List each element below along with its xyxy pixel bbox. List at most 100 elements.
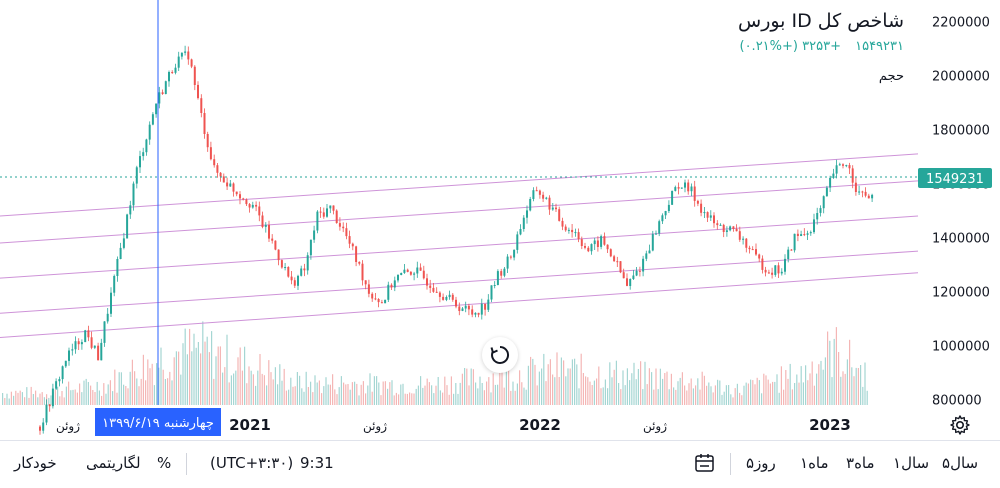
candle bbox=[848, 162, 851, 174]
candle bbox=[619, 261, 622, 274]
candle bbox=[677, 182, 680, 195]
volume-bar bbox=[730, 394, 732, 405]
candle bbox=[442, 293, 445, 301]
range-5d-button[interactable]: ۵روز bbox=[746, 454, 776, 472]
volume-bar bbox=[761, 393, 763, 405]
range-1m-button[interactable]: ۱ماه bbox=[800, 454, 829, 472]
volume-bar bbox=[138, 386, 140, 405]
volume-bar bbox=[596, 378, 598, 405]
volume-bar bbox=[736, 383, 738, 405]
price-chart[interactable]: 8000001000000120000014000001600000180000… bbox=[0, 0, 1000, 440]
volume-bar bbox=[842, 371, 844, 405]
volume-bar bbox=[692, 388, 694, 405]
candle bbox=[474, 312, 477, 318]
candle bbox=[742, 236, 745, 245]
candle bbox=[667, 200, 670, 213]
volume-bar bbox=[10, 391, 12, 405]
volume-bar bbox=[475, 382, 477, 405]
candle bbox=[455, 296, 457, 309]
volume-bar bbox=[336, 394, 338, 405]
volume-bar bbox=[703, 375, 705, 405]
volume-bar bbox=[197, 342, 199, 405]
volume-bar bbox=[105, 393, 107, 405]
candle bbox=[329, 205, 332, 214]
volume-bar bbox=[131, 359, 133, 405]
volume-bar bbox=[510, 390, 512, 405]
candle bbox=[380, 299, 383, 304]
candle bbox=[142, 147, 145, 161]
candle bbox=[816, 207, 819, 225]
volume-bar bbox=[151, 363, 153, 405]
candle bbox=[206, 131, 209, 152]
volume-bar bbox=[516, 383, 518, 405]
volume-bar bbox=[365, 393, 367, 405]
volume-bar bbox=[609, 362, 611, 405]
percent-scale-button[interactable]: % bbox=[157, 454, 172, 472]
candle bbox=[832, 168, 835, 179]
candle bbox=[658, 219, 661, 237]
volume-bar bbox=[593, 380, 595, 405]
volume-bar bbox=[578, 388, 580, 405]
volume-bar bbox=[340, 376, 342, 405]
volume-bar bbox=[675, 389, 677, 405]
volume-bar bbox=[15, 390, 17, 405]
date-range-button[interactable] bbox=[694, 452, 716, 478]
volume-bar bbox=[318, 380, 320, 405]
volume-bar bbox=[233, 373, 235, 405]
volume-bar bbox=[754, 384, 756, 405]
volume-bar bbox=[200, 353, 202, 405]
volume-bars bbox=[2, 321, 868, 405]
candle bbox=[355, 245, 358, 267]
candle bbox=[629, 278, 632, 290]
auto-scale-button[interactable]: خودکار bbox=[14, 454, 57, 472]
candle bbox=[51, 383, 54, 409]
volume-bar bbox=[461, 373, 463, 405]
volume-bar bbox=[490, 392, 492, 405]
volume-bar bbox=[774, 381, 776, 405]
reset-chart-button[interactable] bbox=[482, 337, 518, 373]
volume-bar bbox=[118, 372, 120, 405]
volume-bar bbox=[816, 373, 818, 405]
volume-bar bbox=[523, 387, 525, 405]
timezone-label[interactable]: (UTC+۳:۳۰) bbox=[210, 454, 294, 472]
separator bbox=[186, 453, 187, 475]
candle bbox=[587, 246, 590, 253]
volume-bar bbox=[714, 385, 716, 405]
range-1y-button[interactable]: ۱سال bbox=[893, 454, 930, 472]
candle bbox=[706, 211, 709, 222]
candle bbox=[335, 209, 338, 224]
candle bbox=[364, 280, 367, 290]
volume-bar bbox=[32, 394, 34, 405]
volume-bar bbox=[486, 381, 488, 405]
volume-bar bbox=[457, 393, 459, 405]
volume-bar bbox=[450, 376, 452, 405]
volume-bar bbox=[81, 392, 83, 405]
log-scale-button[interactable]: لگاریتمی bbox=[86, 454, 141, 472]
settings-button[interactable] bbox=[948, 413, 972, 437]
volume-bar bbox=[219, 346, 221, 405]
candle bbox=[661, 213, 664, 224]
volume-bar bbox=[360, 384, 362, 405]
volume-bar bbox=[796, 374, 798, 405]
volume-bar bbox=[235, 370, 237, 405]
candle bbox=[635, 267, 638, 277]
volume-bar bbox=[24, 397, 26, 405]
volume-bar bbox=[631, 373, 633, 405]
candle bbox=[371, 292, 374, 302]
volume-bar bbox=[741, 395, 743, 405]
volume-bar bbox=[752, 380, 754, 405]
volume-bar bbox=[855, 367, 857, 405]
range-5y-button[interactable]: ۵سال bbox=[942, 454, 979, 472]
candle bbox=[361, 260, 364, 286]
volume-bar bbox=[37, 397, 39, 405]
volume-bar bbox=[657, 389, 659, 405]
range-3m-button[interactable]: ۳ماه bbox=[846, 454, 875, 472]
candle bbox=[755, 243, 757, 256]
volume-bar bbox=[129, 371, 131, 405]
candle bbox=[806, 230, 809, 240]
volume-bar bbox=[404, 393, 406, 405]
volume-bar bbox=[835, 327, 837, 405]
volume-bar bbox=[571, 359, 573, 405]
candle bbox=[571, 224, 574, 238]
